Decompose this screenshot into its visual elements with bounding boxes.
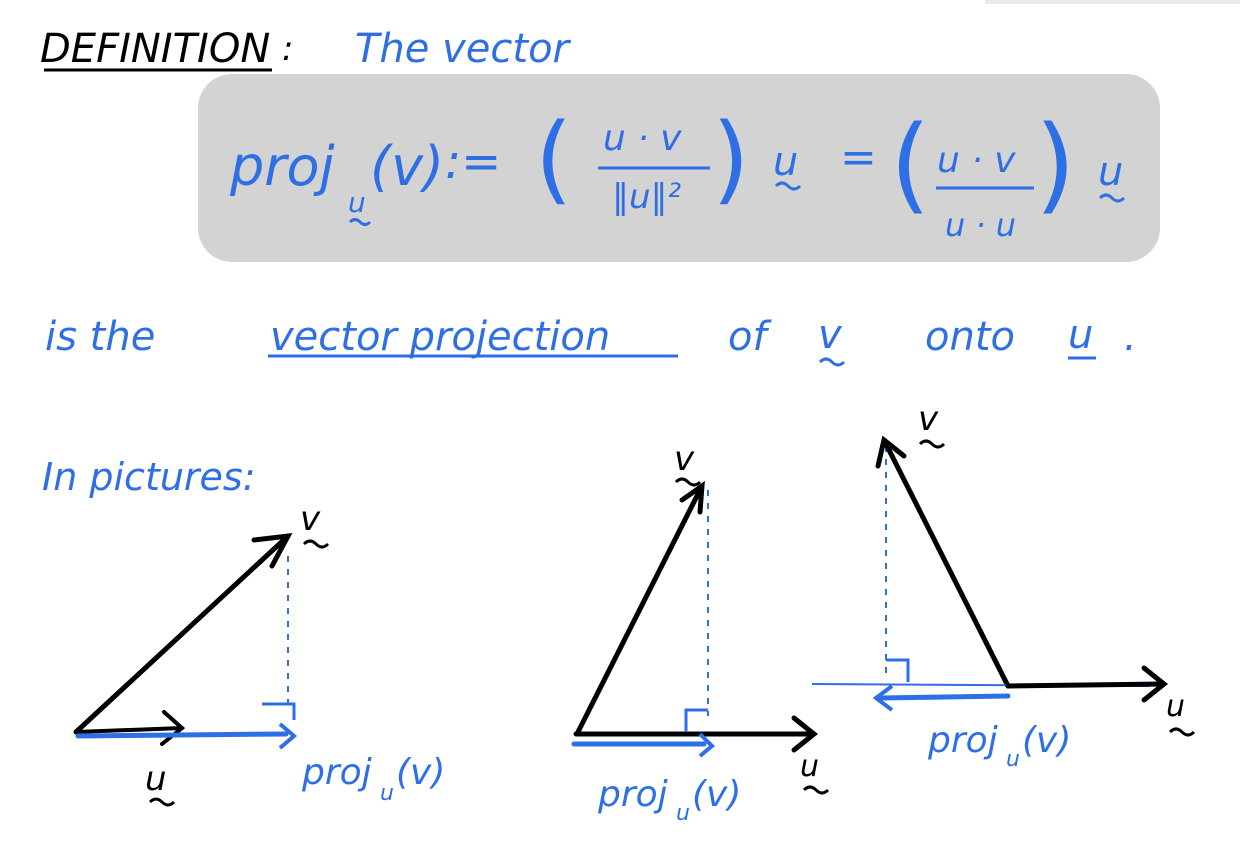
projection-subscript: u	[1006, 747, 1020, 772]
paren-open-1: (	[535, 103, 572, 215]
vector-u-arrowhead	[160, 710, 186, 746]
vector-u-arrow	[74, 726, 184, 734]
vector-v-arrowhead	[251, 532, 293, 569]
projection-arrow	[877, 693, 1011, 701]
projection-label: proj	[927, 720, 998, 761]
v-label: v	[918, 399, 939, 439]
definition-statement: is the vector projection of v onto u .	[45, 312, 1137, 367]
statement-onto: onto	[925, 314, 1015, 360]
projection-argument: (v)	[692, 774, 741, 815]
formula-proj-subscript: u	[348, 186, 366, 219]
tilde-mark	[1168, 727, 1196, 737]
pictures-intro: In pictures:	[42, 455, 256, 499]
vector-u-arrowhead	[1141, 665, 1169, 703]
tilde-mark	[818, 357, 846, 367]
v-label: v	[674, 439, 695, 479]
tilde-mark	[774, 181, 802, 191]
formula-equals: =	[840, 132, 877, 183]
projection-arrowhead	[872, 684, 894, 712]
projection-label: proj	[301, 752, 372, 793]
fraction1-numerator: u · v	[603, 118, 682, 159]
formula-arg: (v)	[370, 135, 444, 198]
u-label: u	[800, 749, 819, 784]
tilde-mark	[674, 477, 702, 487]
tilde-mark	[918, 439, 946, 449]
definition-label: DEFINITION	[40, 26, 270, 72]
vector-v-arrow	[73, 533, 291, 735]
projection-arrow	[75, 731, 289, 739]
u-label: u	[1166, 689, 1185, 724]
fraction2-multiplier: u	[1098, 149, 1123, 195]
window-top-bar	[985, 0, 1240, 4]
projection-argument: (v)	[396, 752, 445, 793]
tilde-mark	[348, 218, 372, 226]
statement-period: .	[1124, 314, 1137, 360]
u-label: u	[145, 759, 167, 799]
v-label: v	[300, 499, 321, 539]
tilde-mark	[302, 539, 330, 549]
fraction2-numerator: u · v	[937, 140, 1016, 181]
statement-of: of	[728, 314, 772, 360]
projection-arrowhead	[278, 722, 298, 750]
vector-u-arrow	[1005, 681, 1165, 689]
projection-subscript: u	[676, 801, 690, 826]
projection-label: proj	[597, 774, 668, 815]
right-angle-mark	[262, 702, 296, 720]
projection-argument: (v)	[1022, 720, 1071, 761]
tilde-mark	[148, 797, 176, 807]
vector-u-arrowhead	[791, 715, 819, 753]
vector-v-arrowhead	[679, 480, 705, 515]
statement-is-the: is the	[45, 314, 155, 360]
formula-assign: :=	[445, 134, 501, 190]
definition-intro: The vector	[355, 26, 572, 72]
definition-heading: DEFINITION : The vector	[40, 26, 572, 72]
fraction1-multiplier: u	[773, 139, 798, 185]
vector-v-arrow	[881, 437, 1011, 689]
paren-close-1: )	[712, 103, 749, 215]
figure-1: u v proj u (v)	[73, 499, 445, 807]
paren-close-2: )	[1035, 103, 1076, 225]
formula-proj: proj	[229, 135, 335, 198]
right-angle-mark	[886, 658, 910, 682]
fraction2-denominator: u · u	[945, 206, 1016, 244]
tilde-mark	[802, 785, 830, 795]
vector-v-arrowhead	[875, 435, 907, 469]
right-angle-mark	[684, 708, 708, 732]
projection-subscript: u	[380, 781, 394, 806]
statement-term: vector projection	[270, 314, 610, 360]
fraction1-denominator: ‖u‖²	[612, 177, 682, 217]
statement-u: u	[1068, 312, 1093, 358]
projection-arrowhead	[698, 732, 715, 758]
projection-formula: proj u (v) := ( u · v ‖u‖² ) u = ( u · v…	[198, 74, 1160, 262]
statement-v: v	[818, 312, 843, 358]
vector-v-arrow	[575, 483, 705, 735]
paren-open-2: (	[890, 103, 931, 225]
tilde-mark	[1098, 193, 1126, 203]
figure-2: v u proj u (v)	[571, 439, 830, 826]
figure-3: v u proj u (v)	[811, 399, 1196, 772]
definition-colon: :	[282, 29, 293, 69]
